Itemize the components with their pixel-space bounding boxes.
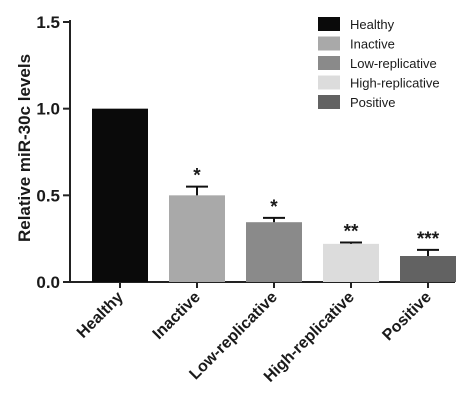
bar-inactive [169,195,225,282]
bar-high-replicative [323,243,379,282]
y-tick-label: 1.0 [36,100,60,119]
x-tick-label: Positive [379,289,434,344]
legend: Healthy Inactive Low-replicative High-repli… [318,17,440,110]
legend-label: Inactive [350,37,395,52]
y-axis-label: Relative miR-30c levels [15,54,34,242]
significance-marker: * [193,166,201,187]
y-tick-label: 0.5 [36,186,60,205]
legend-label: Low-replicative [350,56,437,71]
legend-swatch [318,95,340,109]
x-tick-label: Inactive [150,289,204,343]
legend-swatch [318,17,340,31]
x-tick-label: Healthy [74,289,127,342]
legend-label: High-replicative [350,76,440,91]
bar-positive [400,256,456,282]
legend-swatch [318,36,340,51]
significance-marker: *** [417,229,440,250]
significance-marker: ** [344,221,359,242]
legend-label: Healthy [350,17,395,32]
bars: **** *** [92,108,456,283]
legend-swatch [318,56,340,70]
legend-label: Positive [350,95,396,110]
bar-healthy [92,108,148,283]
y-tick-label: 0.0 [36,273,60,292]
x-tick-labels: Healthy InactiveLow-replicativeHigh-repli… [74,289,435,386]
y-tick-label: 1.5 [36,13,60,32]
significance-marker: * [270,197,278,218]
bar-low-replicative [246,222,302,282]
legend-swatch [318,75,340,90]
